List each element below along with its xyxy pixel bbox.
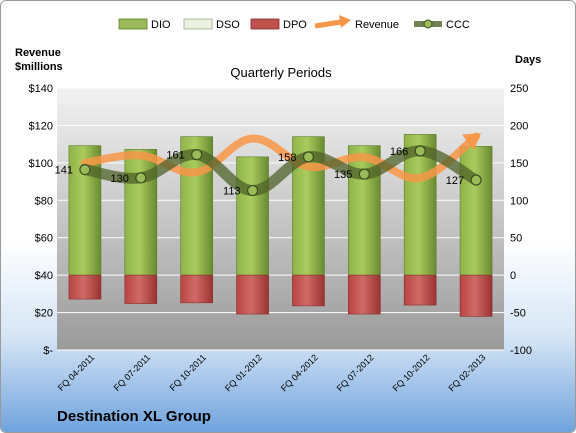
ccc-data-label: 130 — [110, 173, 128, 185]
legend-swatch — [250, 18, 280, 30]
right-tick-label: 0 — [510, 270, 516, 282]
dpo-bar — [68, 274, 102, 300]
ccc-data-labels: 141 130 161 113 158 135 166 127 — [55, 146, 464, 198]
right-axis-ticks: -100 -50 0 50 100 150 200 250 — [510, 83, 532, 357]
left-axis-ticks: $- $20 $40 $60 $80 $100 $120 $140 — [29, 83, 54, 357]
left-tick-label: $100 — [29, 158, 53, 170]
plot-area — [57, 88, 504, 350]
left-tick-label: $140 — [29, 83, 53, 95]
ccc-point — [358, 168, 370, 180]
left-tick-label: $80 — [35, 195, 53, 207]
left-tick-label: $40 — [35, 270, 53, 282]
ccc-point — [414, 145, 426, 157]
legend-item: CCC — [414, 19, 470, 31]
ccc-point — [470, 174, 482, 186]
lines — [79, 132, 482, 197]
left-tick-label: $60 — [35, 233, 53, 245]
ccc-data-label: 113 — [223, 186, 241, 198]
legend-swatch-line — [314, 19, 342, 29]
right-tick-label: 150 — [510, 158, 528, 170]
legend-label: CCC — [446, 19, 470, 31]
right-tick-label: 250 — [510, 83, 528, 95]
ccc-point — [246, 184, 259, 197]
ccc-point — [302, 151, 315, 163]
legend-label: DIO — [151, 19, 171, 31]
dpo-bar — [348, 274, 381, 315]
left-tick-label: $- — [43, 345, 53, 357]
legend-label: DSO — [216, 19, 240, 31]
ccc-point — [135, 172, 147, 184]
right-tick-label: -50 — [510, 308, 526, 320]
dpo-bar — [124, 274, 158, 304]
ccc-data-label: 135 — [334, 169, 352, 181]
legend-swatch-arrow — [339, 15, 351, 28]
legend-swatch — [183, 18, 213, 30]
chart-title: Quarterly Periods — [230, 65, 332, 80]
company-name: Destination XL Group — [57, 408, 211, 425]
legend-item: DIO — [118, 18, 171, 31]
left-tick-label: $20 — [35, 308, 53, 320]
right-tick-label: 100 — [510, 195, 528, 207]
dpo-bar — [459, 274, 493, 317]
left-axis-label-line1: Revenue — [15, 47, 61, 59]
right-tick-label: -100 — [510, 345, 532, 357]
ccc-data-label: 161 — [166, 150, 184, 162]
legend-label: Revenue — [355, 19, 399, 31]
ccc-point — [191, 149, 203, 161]
legend-item: Revenue — [314, 15, 399, 31]
ccc-data-label: 158 — [278, 152, 296, 164]
legend-item: DPO — [250, 18, 307, 31]
legend: DIO DSO DPO Revenue CCC — [118, 15, 470, 31]
left-tick-label: $120 — [29, 120, 53, 132]
legend-swatch-marker — [423, 19, 433, 29]
dpo-bar — [236, 274, 269, 315]
ccc-data-label: 141 — [55, 165, 73, 177]
right-tick-label: 200 — [510, 120, 528, 132]
ccc-point — [79, 163, 91, 176]
ccc-data-label: 166 — [390, 146, 408, 158]
revenue-arrowhead — [462, 133, 481, 151]
dpo-bar — [180, 274, 213, 304]
dio-bar — [236, 156, 269, 276]
right-tick-label: 50 — [510, 233, 522, 245]
ccc-data-label: 127 — [446, 175, 464, 187]
legend-item: DSO — [183, 18, 240, 31]
legend-swatch — [118, 18, 148, 30]
dio-bar — [459, 146, 493, 276]
dio-bar — [348, 145, 381, 276]
dpo-bar — [403, 274, 437, 306]
right-axis-label: Days — [515, 54, 541, 66]
revenue-line — [80, 132, 481, 183]
bars — [68, 134, 493, 317]
dpo-bar — [292, 274, 325, 307]
legend-label: DPO — [283, 19, 307, 31]
left-axis-label-line2: $millions — [15, 61, 63, 73]
